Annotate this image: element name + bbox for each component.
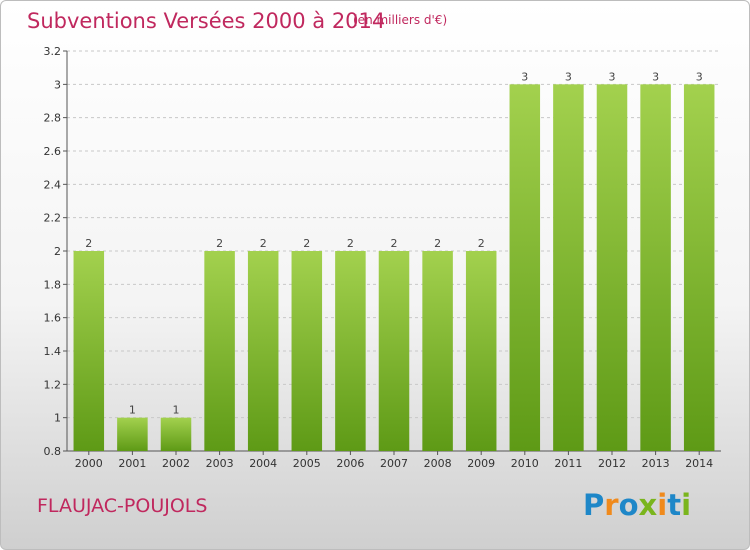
- brand-letter: P: [583, 488, 605, 522]
- x-tick-label: 2009: [467, 457, 495, 470]
- y-tick-label: 2.8: [44, 112, 62, 125]
- brand-letter: i: [657, 488, 668, 522]
- x-tick-label: 2002: [162, 457, 190, 470]
- brand-letter: t: [667, 488, 682, 522]
- data-label-2008: 2: [434, 237, 441, 250]
- x-tick-label: 2011: [554, 457, 582, 470]
- y-tick-label: 2.6: [44, 145, 62, 158]
- y-tick-label: 0.8: [44, 445, 62, 458]
- x-tick-label: 2001: [118, 457, 146, 470]
- data-label-2000: 2: [85, 237, 92, 250]
- bar-2000: [73, 251, 105, 451]
- commune-name: FLAUJAC-POUJOLS: [37, 495, 208, 517]
- data-label-2005: 2: [303, 237, 310, 250]
- x-tick-label: 2010: [511, 457, 539, 470]
- data-label-2001: 1: [129, 404, 136, 417]
- y-tick-label: 3.2: [44, 45, 62, 58]
- bar-2001: [117, 417, 148, 451]
- data-label-2002: 1: [173, 404, 180, 417]
- y-tick-label: 1.2: [44, 378, 62, 391]
- bar-2011: [553, 84, 584, 451]
- data-label-2012: 3: [609, 70, 616, 83]
- proxiti-logo[interactable]: Proxiti: [583, 488, 691, 522]
- data-label-2007: 2: [391, 237, 398, 250]
- x-tick-label: 2007: [380, 457, 408, 470]
- x-tick-label: 2008: [424, 457, 452, 470]
- y-tick-label: 2: [54, 245, 61, 258]
- x-tick-label: 2006: [336, 457, 364, 470]
- x-tick-label: 2013: [642, 457, 670, 470]
- x-tick-label: 2000: [75, 457, 103, 470]
- bar-2002: [160, 417, 192, 451]
- bar-2003: [204, 251, 235, 451]
- data-label-2014: 3: [696, 70, 703, 83]
- y-tick-label: 1.4: [44, 345, 62, 358]
- bar-2005: [291, 251, 323, 451]
- y-tick-label: 2.2: [44, 212, 62, 225]
- bar-2010: [509, 84, 541, 451]
- brand-letter: i: [681, 488, 692, 522]
- y-tick-label: 1.8: [44, 278, 62, 291]
- bar-2014: [683, 84, 715, 451]
- y-tick-label: 1.6: [44, 312, 62, 325]
- data-labels: 2 1 1 2 2 2 2 2 2 2 3 3 3 3 3: [85, 70, 702, 416]
- y-tick-label: 2.4: [44, 178, 62, 191]
- data-label-2013: 3: [652, 70, 659, 83]
- brand-letter: r: [604, 488, 619, 522]
- data-label-2009: 2: [478, 237, 485, 250]
- brand-letter: o: [618, 488, 639, 522]
- chart-title: Subventions Versées 2000 à 2014: [27, 9, 386, 33]
- bar-2009: [465, 251, 497, 451]
- brand-letter: x: [638, 488, 658, 522]
- bar-2004: [247, 251, 279, 451]
- chart-subtitle: (en milliers d'€): [353, 13, 448, 27]
- bar-2008: [422, 251, 453, 451]
- x-tick-label: 2003: [206, 457, 234, 470]
- x-tick-label: 2005: [293, 457, 321, 470]
- x-tick-label: 2012: [598, 457, 626, 470]
- data-label-2004: 2: [260, 237, 267, 250]
- data-label-2010: 3: [521, 70, 528, 83]
- bar-2012: [596, 84, 628, 451]
- x-tick-label: 2004: [249, 457, 277, 470]
- y-tick-label: 1: [54, 412, 61, 425]
- data-label-2003: 2: [216, 237, 223, 250]
- bar-2006: [335, 251, 366, 451]
- x-tick-label: 2014: [685, 457, 713, 470]
- data-label-2006: 2: [347, 237, 354, 250]
- y-tick-label: 3: [54, 78, 61, 91]
- bars: [73, 84, 715, 451]
- bar-2007: [378, 251, 410, 451]
- data-label-2011: 3: [565, 70, 572, 83]
- bar-2013: [640, 84, 671, 451]
